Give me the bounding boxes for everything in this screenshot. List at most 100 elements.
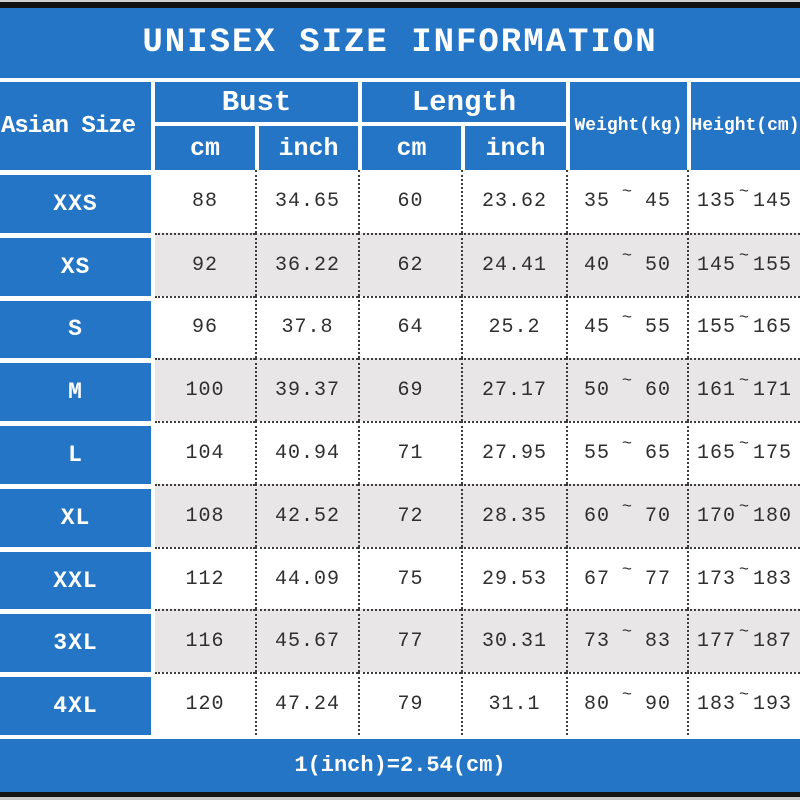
length-inch-cell: 27.17 [461, 358, 566, 422]
bust-inch-cell: 44.09 [255, 546, 358, 610]
weight-range-cell: 73 ~ 83 [566, 609, 687, 673]
header-bust-cm: cm [155, 126, 255, 170]
height-range-cell: 183 ~ 193 [687, 672, 800, 735]
weight-min: 50 [584, 379, 611, 403]
weight-range-cell: 80 ~ 90 [566, 672, 687, 735]
height-min: 145 [697, 253, 737, 277]
length-cm-cell: 71 [358, 421, 461, 484]
size-table: Asian Size Bust Length Weight(kg) Height… [0, 82, 800, 735]
height-max: 155 [752, 253, 792, 277]
height-range-cell: 173 ~ 183 [687, 546, 800, 610]
weight-max: 55 [644, 316, 671, 340]
length-inch-cell: 27.95 [461, 421, 566, 484]
length-cm-cell: 72 [358, 483, 461, 547]
tilde-separator: ~ [738, 182, 751, 202]
weight-range-cell: 45 ~ 55 [566, 295, 687, 359]
size-label-cell: 4XL [0, 672, 155, 735]
height-range-cell: 135 ~ 145 [687, 170, 800, 233]
tilde-separator: ~ [621, 623, 634, 643]
bust-inch-cell: 39.37 [255, 358, 358, 422]
weight-min: 55 [584, 441, 611, 465]
height-range-cell: 161 ~ 171 [687, 358, 800, 422]
size-label-cell: L [0, 421, 155, 484]
height-min: 135 [697, 189, 737, 213]
tilde-separator: ~ [621, 560, 634, 580]
length-cm-cell: 60 [358, 170, 461, 233]
tilde-separator: ~ [738, 497, 751, 517]
tilde-separator: ~ [738, 309, 751, 329]
height-max: 165 [752, 316, 792, 340]
bust-inch-cell: 40.94 [255, 421, 358, 484]
top-black-bar [0, 0, 800, 8]
title-band: UNISEX SIZE INFORMATION [0, 8, 800, 78]
bust-cm-cell: 104 [155, 421, 255, 484]
tilde-separator: ~ [621, 246, 634, 266]
size-label-cell: XXL [0, 546, 155, 610]
weight-min: 73 [584, 630, 611, 654]
height-max: 187 [752, 630, 792, 654]
height-min: 183 [697, 693, 737, 717]
weight-max: 45 [644, 189, 671, 213]
height-min: 155 [697, 316, 737, 340]
weight-min: 40 [584, 253, 611, 277]
bottom-black-bar [0, 792, 800, 797]
tilde-separator: ~ [738, 686, 751, 706]
bust-cm-cell: 100 [155, 358, 255, 422]
tilde-separator: ~ [738, 623, 751, 643]
weight-max: 60 [644, 379, 671, 403]
bust-cm-cell: 92 [155, 232, 255, 296]
length-cm-cell: 69 [358, 358, 461, 422]
weight-range-cell: 67 ~ 77 [566, 546, 687, 610]
weight-max: 83 [644, 630, 671, 654]
weight-max: 65 [644, 441, 671, 465]
bottom-gray-strip [0, 797, 800, 800]
header-length: Length [358, 82, 566, 126]
length-cm-cell: 62 [358, 232, 461, 296]
tilde-separator: ~ [738, 372, 751, 392]
length-inch-cell: 23.62 [461, 170, 566, 233]
length-inch-cell: 28.35 [461, 483, 566, 547]
height-min: 170 [697, 504, 737, 528]
weight-min: 80 [584, 693, 611, 717]
weight-min: 35 [584, 189, 611, 213]
tilde-separator: ~ [738, 560, 751, 580]
header-length-cm: cm [358, 126, 461, 170]
tilde-separator: ~ [621, 309, 634, 329]
weight-max: 90 [644, 693, 671, 717]
length-inch-cell: 29.53 [461, 546, 566, 610]
height-max: 193 [752, 693, 792, 717]
bust-cm-cell: 120 [155, 672, 255, 735]
height-range-cell: 170 ~ 180 [687, 483, 800, 547]
weight-max: 77 [644, 567, 671, 591]
tilde-separator: ~ [621, 182, 634, 202]
length-inch-cell: 24.41 [461, 232, 566, 296]
height-max: 171 [752, 379, 792, 403]
size-label-cell: S [0, 295, 155, 359]
footer-band: 1(inch)=2.54(cm) [0, 735, 800, 792]
bust-inch-cell: 47.24 [255, 672, 358, 735]
weight-min: 45 [584, 316, 611, 340]
weight-max: 70 [644, 504, 671, 528]
height-min: 177 [697, 630, 737, 654]
weight-min: 60 [584, 504, 611, 528]
title-divider [0, 78, 800, 82]
weight-max: 50 [644, 253, 671, 277]
size-label-cell: XL [0, 483, 155, 547]
bust-inch-cell: 37.8 [255, 295, 358, 359]
bust-cm-cell: 96 [155, 295, 255, 359]
height-min: 173 [697, 567, 737, 591]
size-label-cell: XS [0, 232, 155, 296]
height-range-cell: 145 ~ 155 [687, 232, 800, 296]
size-label-cell: M [0, 358, 155, 422]
height-range-cell: 177 ~ 187 [687, 609, 800, 673]
weight-range-cell: 35 ~ 45 [566, 170, 687, 233]
tilde-separator: ~ [621, 497, 634, 517]
height-max: 175 [752, 441, 792, 465]
length-inch-cell: 31.1 [461, 672, 566, 735]
weight-range-cell: 55 ~ 65 [566, 421, 687, 484]
tilde-separator: ~ [621, 434, 634, 454]
height-min: 165 [697, 441, 737, 465]
size-label-cell: 3XL [0, 609, 155, 673]
length-cm-cell: 77 [358, 609, 461, 673]
bust-inch-cell: 45.67 [255, 609, 358, 673]
